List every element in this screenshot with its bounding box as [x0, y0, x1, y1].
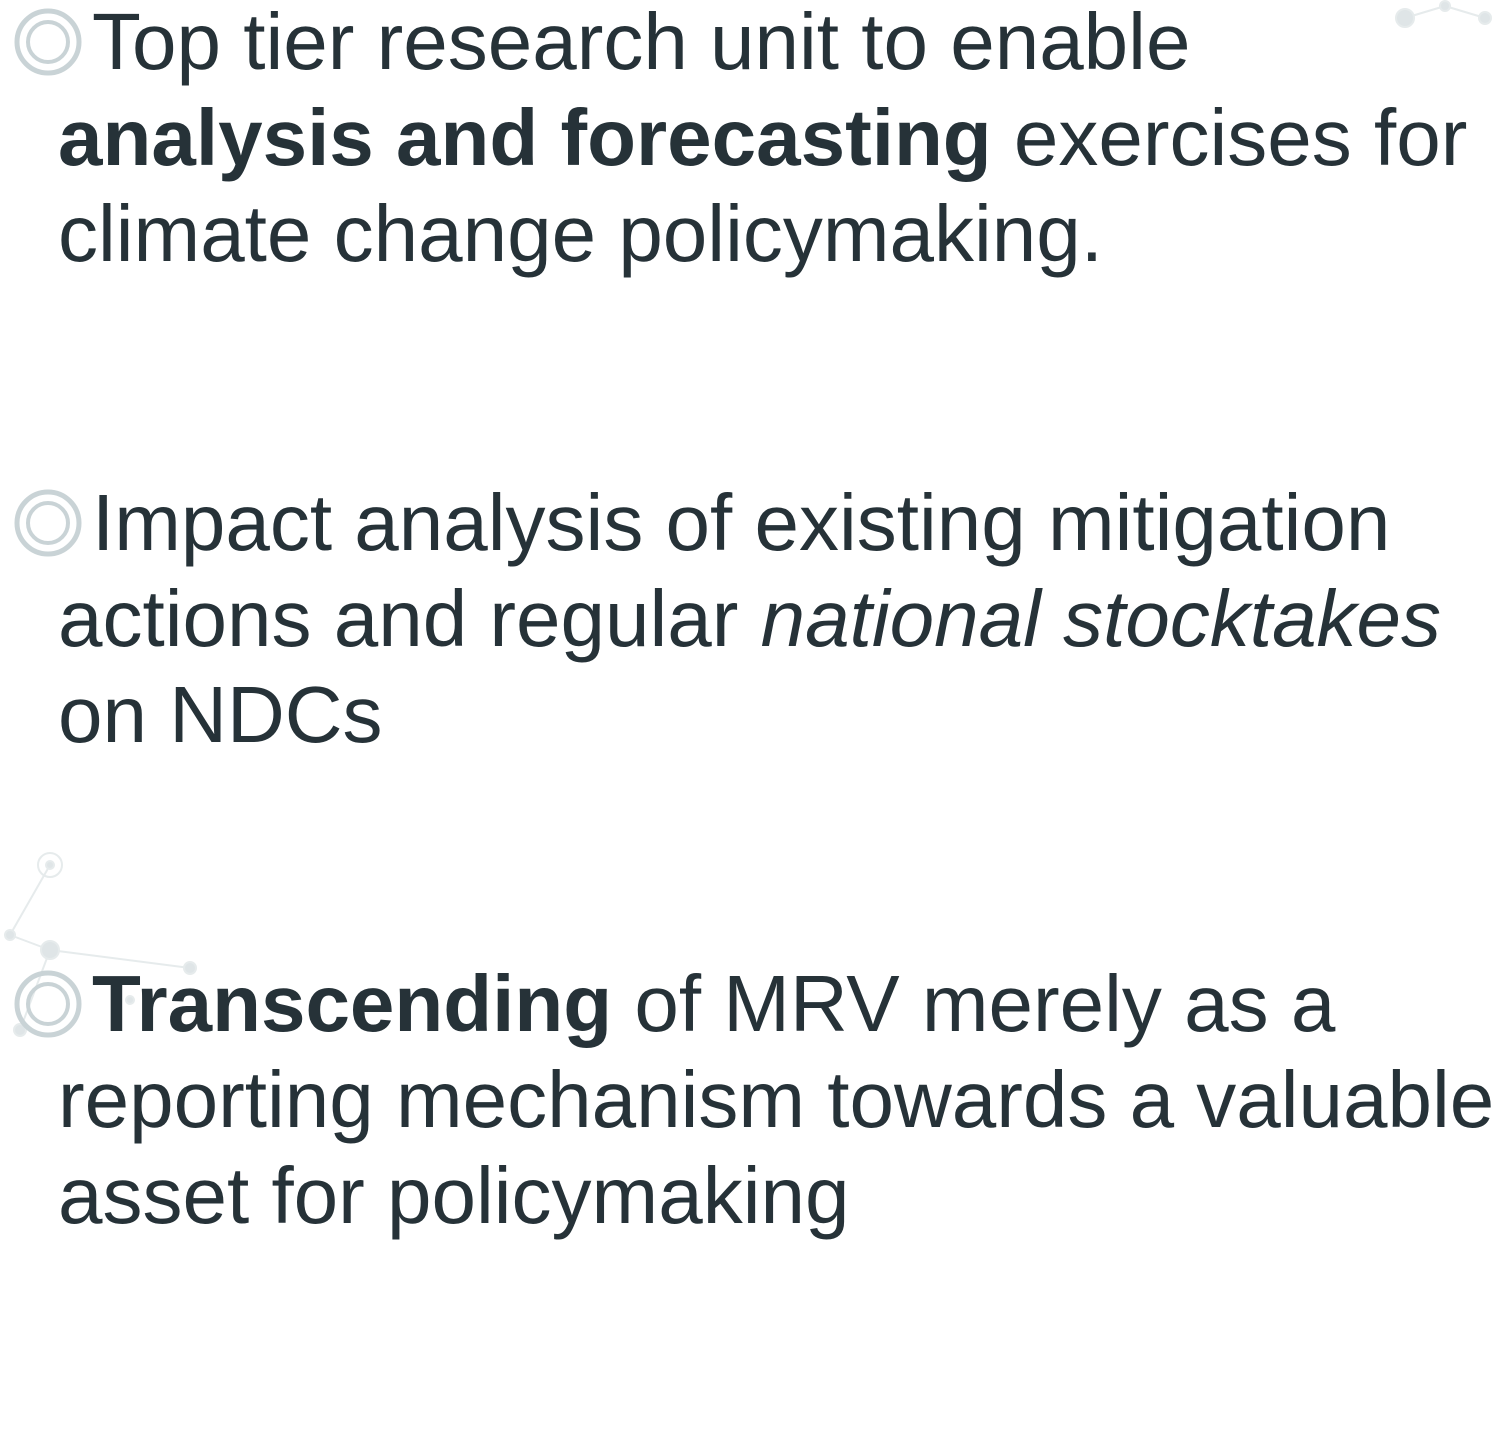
text-line: Impact analysis of existing mitigation	[0, 475, 1500, 571]
text: of MRV merely as a	[612, 959, 1335, 1048]
text: Impact analysis of existing mitigation	[92, 478, 1390, 567]
text-line: analysis and forecasting exercises for	[0, 90, 1500, 186]
text-line: reporting mechanism towards a valuable	[0, 1052, 1500, 1148]
text-line: climate change policymaking.	[0, 186, 1500, 282]
bold-text: Transcending	[92, 959, 612, 1048]
bullet-icon	[14, 8, 82, 76]
text-line: Top tier research unit to enable	[0, 0, 1500, 90]
bold-text: analysis and forecasting	[58, 93, 992, 182]
text: reporting mechanism towards a valuable	[58, 1055, 1494, 1144]
text-line: on NDCs	[0, 667, 1500, 763]
text: Top tier research unit to enable	[92, 0, 1190, 86]
bullet-list: Top tier research unit to enableanalysis…	[0, 0, 1500, 1437]
text: on NDCs	[58, 670, 383, 759]
text-line: Transcending of MRV merely as a	[0, 956, 1500, 1052]
text: asset for policymaking	[58, 1151, 849, 1240]
bullet-icon	[14, 970, 82, 1038]
text-line: actions and regular national stocktakes	[0, 571, 1500, 667]
italic-text: national stocktakes	[761, 574, 1441, 663]
text: climate change policymaking.	[58, 189, 1103, 278]
text-line: asset for policymaking	[0, 1148, 1500, 1244]
text: exercises for	[992, 93, 1468, 182]
bullet-icon	[14, 489, 82, 557]
text: actions and regular	[58, 574, 761, 663]
